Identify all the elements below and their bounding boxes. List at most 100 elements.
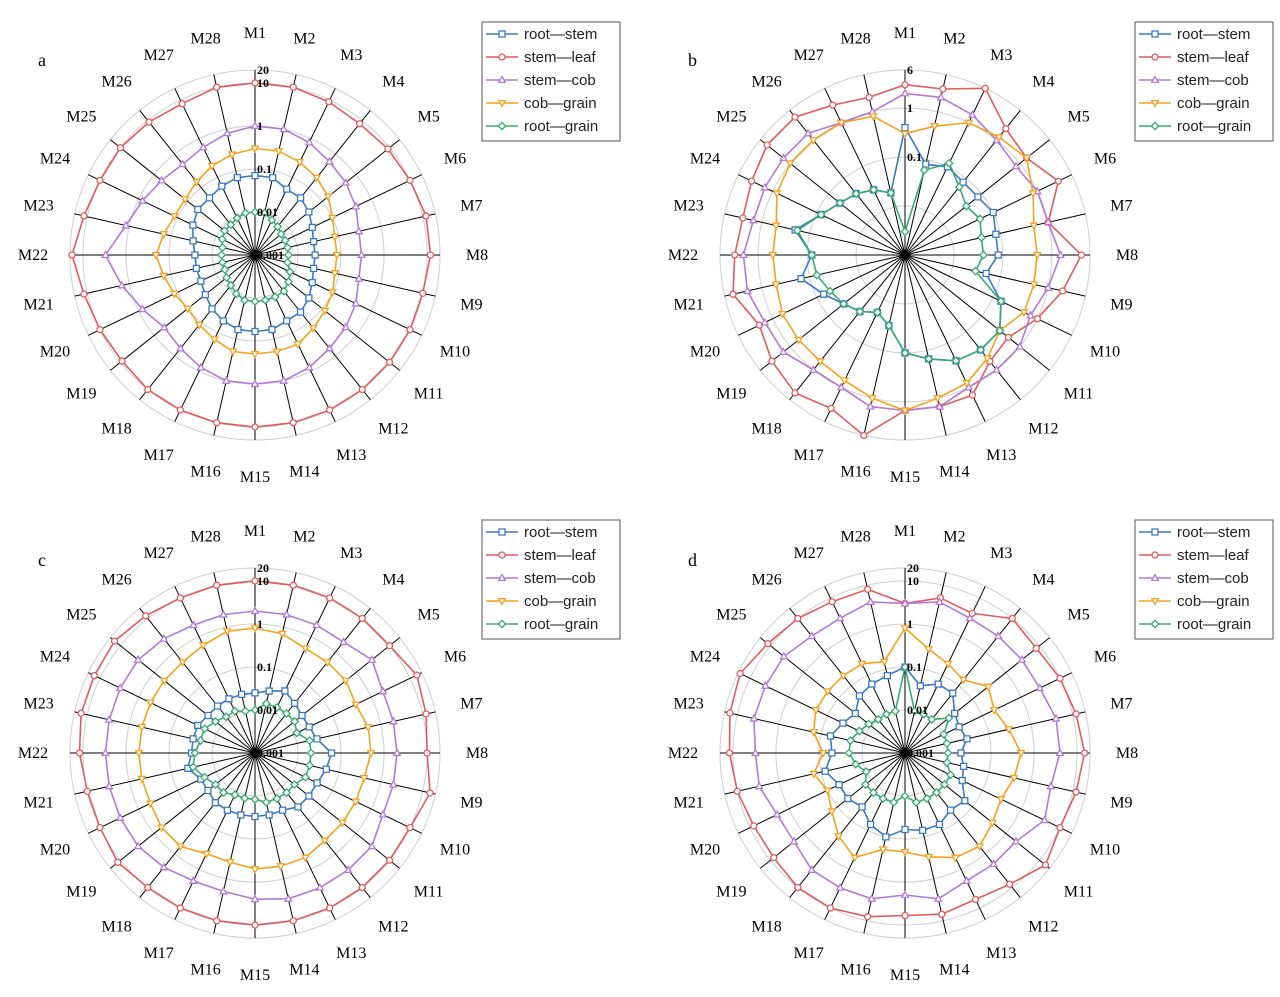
ring-tick-label: 0.1 (257, 660, 272, 674)
legend-label: root—stem (1177, 26, 1250, 43)
data-point (768, 251, 778, 260)
series-rs (791, 123, 1005, 365)
data-point (389, 716, 398, 725)
spoke (174, 88, 256, 256)
category-label: M11 (414, 883, 444, 900)
data-point (1077, 251, 1086, 259)
category-label: M12 (378, 919, 408, 936)
data-point (269, 173, 277, 182)
data-point (320, 307, 330, 316)
data-point (194, 205, 202, 214)
data-point (228, 348, 238, 357)
data-point (305, 792, 313, 800)
spoke (254, 752, 436, 795)
data-point (1029, 222, 1039, 231)
data-point (144, 385, 152, 394)
data-point (863, 913, 872, 921)
category-label: M1 (244, 523, 266, 540)
data-point (423, 749, 431, 757)
data-point (250, 606, 260, 615)
data-point (838, 672, 848, 681)
data-point (159, 633, 169, 642)
data-point (976, 345, 986, 355)
data-point (210, 716, 220, 726)
data-point (857, 660, 867, 669)
category-label: M18 (101, 919, 131, 936)
legend-marker (497, 121, 507, 131)
category-label: M28 (190, 529, 220, 546)
data-point (332, 251, 342, 260)
series-rg (217, 207, 295, 306)
data-point (835, 781, 843, 789)
data-point (90, 671, 98, 680)
spoke (254, 174, 422, 256)
data-point (901, 123, 909, 132)
data-point (764, 639, 772, 648)
legend-marker (1150, 619, 1160, 629)
data-point (194, 721, 202, 730)
data-point (178, 159, 188, 168)
data-point (826, 732, 835, 740)
legend-marker (1150, 121, 1160, 131)
data-point (1043, 282, 1053, 291)
data-point (306, 748, 316, 758)
data-point (900, 662, 910, 672)
category-label: M17 (794, 447, 824, 464)
data-point (406, 176, 414, 184)
data-point (763, 141, 771, 149)
category-label: M24 (690, 649, 720, 666)
data-point (305, 760, 315, 770)
data-point (961, 797, 969, 805)
data-point (851, 759, 861, 769)
legend-marker (1151, 528, 1159, 536)
data-point (281, 687, 289, 695)
data-point (882, 833, 890, 841)
data-point (1015, 341, 1025, 350)
data-point (794, 614, 802, 623)
data-point (295, 159, 305, 167)
data-point (835, 882, 845, 891)
data-point (823, 688, 833, 697)
spoke (904, 752, 1050, 869)
data-point (141, 612, 150, 620)
legend: root—stem stem—leaf stem—cob cob—grain root—… (481, 21, 621, 142)
category-label: M23 (673, 696, 703, 713)
legend-marker (1151, 551, 1159, 559)
data-point (83, 787, 91, 795)
data-point (879, 658, 889, 667)
data-point (341, 677, 351, 686)
data-point (151, 251, 161, 260)
data-point (80, 212, 88, 220)
category-label: M15 (240, 469, 270, 486)
series-rg (792, 158, 1006, 366)
data-point (900, 348, 910, 358)
category-label: M22 (18, 247, 48, 264)
category-label: M16 (840, 463, 870, 480)
category-label: M21 (673, 296, 703, 313)
data-point (976, 233, 986, 243)
data-point (900, 88, 910, 97)
data-point (939, 85, 947, 93)
data-point (922, 794, 932, 804)
category-label: M7 (460, 696, 482, 713)
category-label: M27 (794, 545, 824, 562)
spoke (254, 752, 336, 920)
category-label: M14 (939, 961, 969, 978)
data-point (829, 101, 837, 109)
category-label: M24 (40, 151, 70, 168)
category-label: M25 (716, 109, 746, 126)
legend-marker (498, 551, 506, 559)
spoke (789, 752, 906, 898)
data-point (961, 201, 971, 211)
data-point (178, 100, 186, 108)
data-point (251, 423, 259, 431)
legend-label: cob—grain (524, 95, 597, 112)
data-point (272, 794, 282, 804)
data-point (911, 797, 921, 807)
data-point (940, 780, 950, 790)
data-point (251, 171, 259, 180)
data-point (217, 257, 227, 267)
data-point (778, 310, 787, 319)
data-point (251, 577, 259, 585)
data-point (964, 119, 974, 128)
